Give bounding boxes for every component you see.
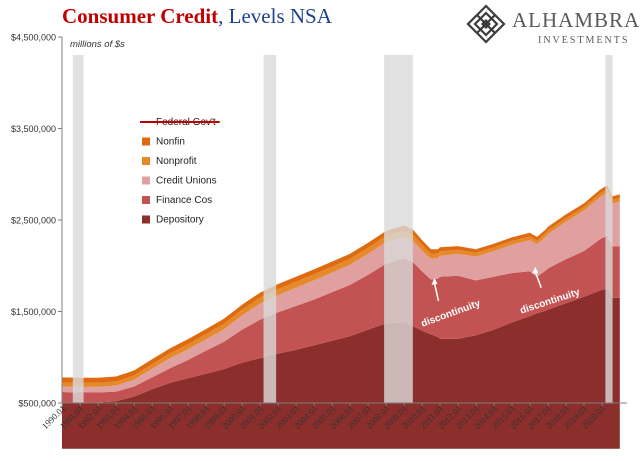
legend-label-nonprofit: Nonprofit — [156, 156, 197, 167]
legend-swatch-depository — [142, 215, 150, 224]
y-tick-label: $1,500,000 — [11, 307, 56, 317]
legend-swatch-nonprofit — [142, 157, 150, 165]
diamond-lattice-icon — [466, 4, 506, 44]
area-credit-unions — [62, 192, 620, 393]
title-rest: Levels NSA — [228, 4, 332, 28]
y-tick-label: $3,500,000 — [11, 124, 56, 134]
annotation-arrow-line — [433, 282, 440, 302]
area-depository — [62, 288, 620, 449]
recession-band-2 — [263, 55, 277, 403]
title-main: Consumer Credit — [62, 4, 219, 28]
y-tick-label: $2,500,000 — [11, 216, 56, 226]
legend-swatch-nonfin — [142, 137, 150, 146]
annotation-arrow-head — [431, 277, 438, 285]
legend-label-credit-unions: Credit Unions — [156, 176, 217, 187]
title-separator: , — [218, 4, 229, 28]
legend-label-nonfin: Nonfin — [156, 137, 185, 148]
y-axis-label: millions of $s — [70, 39, 125, 50]
area-nonprofit — [62, 188, 620, 387]
recession-band-3 — [384, 55, 413, 403]
chart-title: Consumer Credit, Levels NSA — [62, 4, 332, 29]
recession-band-1 — [72, 55, 84, 403]
legend-swatch-finance-cos — [142, 196, 150, 204]
legend-swatch-credit-unions — [142, 176, 150, 185]
y-tick-label: $500,000 — [18, 399, 56, 409]
recession-band-4 — [605, 55, 613, 403]
logo-name: ALHAMBRA — [512, 8, 641, 32]
logo-subtitle: INVESTMENTS — [538, 35, 630, 46]
legend-label-finance-cos: Finance Cos — [156, 195, 212, 206]
annotation-arrow-head — [532, 266, 539, 274]
annotation-arrow-line — [534, 271, 542, 289]
alhambra-logo: ALHAMBRA INVESTMENTS — [466, 4, 639, 50]
legend-label-depository: Depository — [156, 215, 204, 226]
area-finance-cos — [62, 235, 620, 403]
y-tick-label: $4,500,000 — [11, 33, 56, 43]
area-nonfin — [62, 185, 620, 383]
